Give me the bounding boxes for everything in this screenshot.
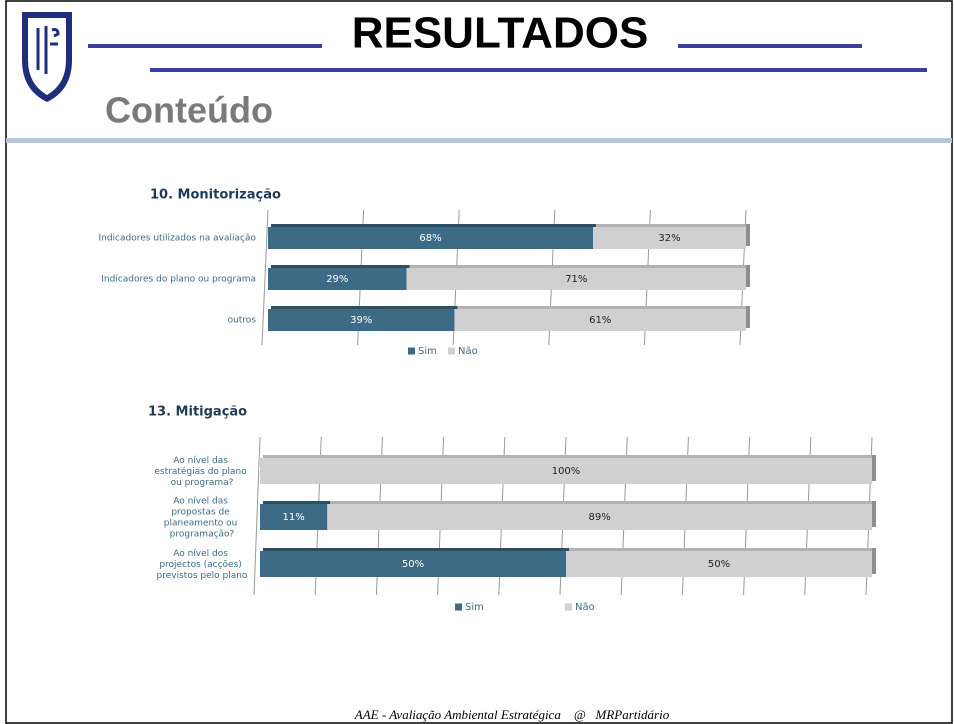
title-bg [322, 12, 678, 56]
slide-border [5, 0, 953, 724]
bar-side [872, 455, 876, 481]
bar-top [263, 548, 569, 551]
bar-side [872, 548, 876, 574]
value-label: 68% [419, 233, 441, 244]
bar [593, 227, 746, 249]
category-label: Indicadores do plano ou programa [101, 275, 256, 285]
legend-swatch [455, 603, 462, 611]
bar [454, 309, 746, 331]
slide-title: RESULTADOS [352, 9, 649, 58]
bar-top [569, 548, 875, 551]
category-label: Indicadores utilizados na avaliação [98, 234, 256, 244]
bar [260, 458, 872, 484]
logo-mark [36, 26, 60, 74]
bar-side [746, 224, 750, 246]
chart-title: 13. Mitigação [148, 405, 247, 420]
legend-label: Não [458, 346, 478, 357]
category-label: Ao nível dos projectos (acções) previsto… [157, 549, 248, 581]
bar-top [409, 265, 749, 268]
value-label: 50% [708, 559, 730, 570]
bar-side [872, 501, 876, 527]
bar-top [330, 501, 875, 504]
bar-top [271, 306, 458, 309]
legend-label: Não [575, 602, 595, 613]
value-label: 50% [402, 559, 424, 570]
bar-side [746, 265, 750, 287]
bar [268, 268, 407, 290]
grid-line [261, 209, 269, 346]
bar [566, 551, 872, 577]
bar-top [596, 224, 749, 227]
category-label: Ao nível das estratégias do plano ou pro… [154, 456, 249, 488]
bar-top [271, 224, 597, 227]
value-label: 89% [589, 512, 611, 523]
grid-line [253, 436, 261, 596]
legend-swatch [408, 347, 415, 355]
section-rule [6, 138, 952, 143]
legend-swatch [565, 603, 572, 611]
category-label: outros [228, 316, 257, 326]
bar-top [457, 306, 749, 309]
bar [260, 504, 328, 530]
value-label: 61% [589, 315, 611, 326]
footer: AAE - Avaliação Ambiental Estratégica @ … [354, 707, 670, 722]
value-label: 71% [565, 274, 587, 285]
bar-top [271, 265, 410, 268]
value-label: 100% [552, 466, 581, 477]
value-label: 32% [658, 233, 680, 244]
value-label: 11% [283, 512, 305, 523]
value-label: 39% [350, 315, 372, 326]
chart-title: 10. Monitorização [150, 188, 281, 203]
legend-label: Sim [465, 602, 484, 613]
slide-subtitle: Conteúdo [105, 90, 273, 131]
legend-swatch [448, 347, 455, 355]
bar [327, 504, 872, 530]
bar-top [263, 501, 331, 504]
bar [268, 309, 455, 331]
bar [268, 227, 594, 249]
bar [406, 268, 746, 290]
bar [260, 551, 566, 577]
bar-side [746, 306, 750, 328]
value-label: 29% [326, 274, 348, 285]
legend-label: Sim [418, 346, 437, 357]
bar-top [263, 455, 875, 458]
category-label: Ao nível das propostas de planeamento ou… [164, 496, 240, 539]
